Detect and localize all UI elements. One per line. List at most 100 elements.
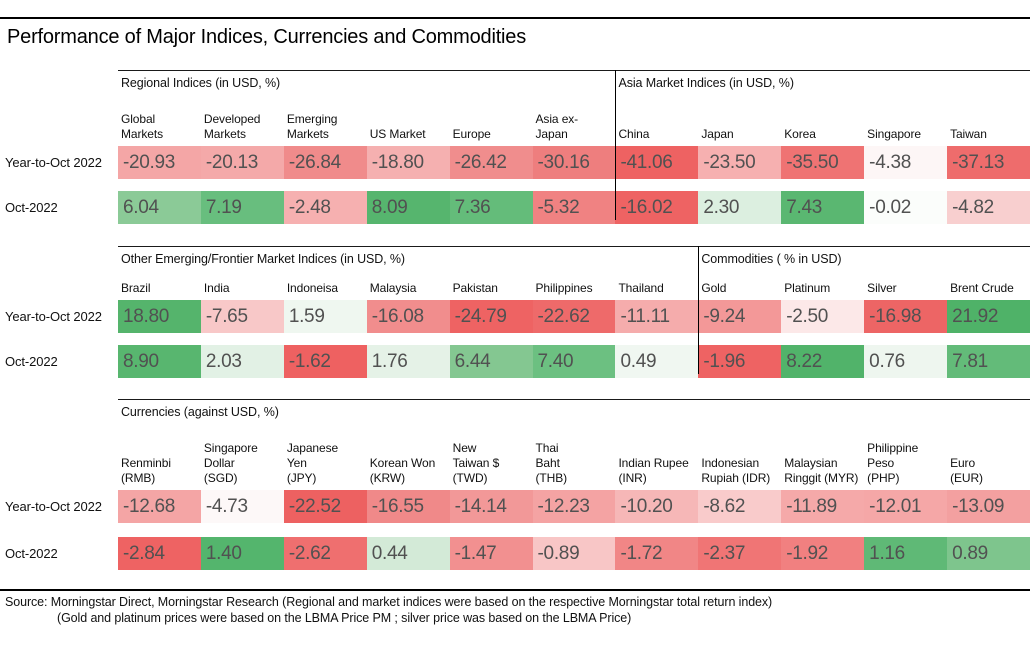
column-header: Developed Markets: [203, 112, 261, 141]
value-cell: -20.13: [200, 146, 284, 179]
value-cell: -2.37: [698, 537, 782, 570]
value-cell: -22.52: [283, 490, 367, 523]
value-cell: -37.13: [947, 146, 1030, 179]
value-cell: -22.62: [532, 300, 616, 333]
table-row: Year-to-Oct 2022 -12.68 -4.73 -22.52 -16…: [0, 490, 1030, 523]
column-header-row: Brazil India Indoneisa Malaysia Pakistan…: [0, 274, 1030, 300]
group-title: Commodities ( % in USD): [698, 246, 1030, 274]
value-cell: -16.02: [615, 191, 699, 224]
table-row: Year-to-Oct 2022 -20.93 -20.13 -26.84 -1…: [0, 146, 1030, 179]
column-header: Malaysian Ringgit (MYR): [784, 456, 859, 485]
value-cell: -13.09: [947, 490, 1030, 523]
column-header: Emerging Markets: [286, 112, 338, 141]
column-header: Korea: [784, 127, 816, 141]
value-cell: -4.73: [200, 490, 284, 523]
column-header: Pakistan: [452, 281, 498, 295]
group-title: Currencies (against USD, %): [118, 399, 1030, 427]
value-cell: 7.81: [947, 345, 1030, 378]
column-header: Brent Crude: [950, 281, 1014, 295]
value-cell: -26.84: [283, 146, 367, 179]
value-cell: 2.03: [200, 345, 284, 378]
value-cell: 7.36: [449, 191, 533, 224]
value-cell: -23.50: [698, 146, 782, 179]
value-cell: -12.68: [118, 490, 201, 523]
value-cell: -1.72: [615, 537, 699, 570]
value-cell: -4.38: [864, 146, 948, 179]
value-cell: 2.30: [698, 191, 782, 224]
value-cell: -1.96: [698, 345, 782, 378]
column-header: New Taiwan $ (TWD): [452, 441, 500, 485]
value-cell: -14.14: [449, 490, 533, 523]
group-title-row: Other Emerging/Frontier Market Indices (…: [0, 246, 1030, 274]
value-cell: -24.79: [449, 300, 533, 333]
value-cell: -1.92: [781, 537, 865, 570]
row-label: Oct-2022: [5, 200, 58, 215]
value-cell: 0.44: [366, 537, 450, 570]
group-title-row: Currencies (against USD, %): [0, 399, 1030, 427]
value-cell: -30.16: [532, 146, 616, 179]
section-divider: [698, 246, 699, 374]
value-cell: -26.42: [449, 146, 533, 179]
footer: Source: Morningstar Direct, Morningstar …: [0, 589, 1030, 626]
group-title-row: Regional Indices (in USD, %) Asia Market…: [0, 70, 1030, 98]
page-title: Performance of Major Indices, Currencies…: [7, 26, 527, 48]
group-title: Other Emerging/Frontier Market Indices (…: [118, 246, 699, 274]
value-cell: -12.01: [864, 490, 948, 523]
top-rule: [0, 17, 1030, 19]
column-header: Korean Won (KRW): [369, 456, 436, 485]
column-header: US Market: [369, 127, 426, 141]
column-header: Malaysia: [369, 281, 417, 295]
value-cell: -16.55: [366, 490, 450, 523]
section-divider: [615, 70, 616, 220]
column-header: Euro (EUR): [950, 456, 983, 485]
source-note: Source: Morningstar Direct, Morningstar …: [5, 595, 773, 609]
value-cell: 6.04: [118, 191, 201, 224]
column-header: Gold: [701, 281, 727, 295]
value-cell: 1.40: [200, 537, 284, 570]
section-frontier-and-commodities: Other Emerging/Frontier Market Indices (…: [0, 246, 1030, 378]
value-cell: -2.84: [118, 537, 201, 570]
value-cell: 7.43: [781, 191, 865, 224]
column-header: Indonesian Rupiah (IDR): [701, 456, 771, 485]
column-header: Thai Baht (THB): [535, 441, 568, 485]
table-row: Year-to-Oct 2022 18.80 -7.65 1.59 -16.08…: [0, 300, 1030, 333]
value-cell: -41.06: [615, 146, 699, 179]
value-cell: 1.59: [283, 300, 367, 333]
column-header: Thailand: [618, 281, 664, 295]
section-currencies: Currencies (against USD, %) Renminbi (RM…: [0, 399, 1030, 570]
value-cell: -10.20: [615, 490, 699, 523]
value-cell: -2.62: [283, 537, 367, 570]
value-cell: -20.93: [118, 146, 201, 179]
row-label: Year-to-Oct 2022: [5, 499, 102, 514]
value-cell: -12.23: [532, 490, 616, 523]
column-header: Renminbi (RMB): [121, 456, 171, 485]
column-header: Philippines: [535, 281, 593, 295]
column-header-row: Renminbi (RMB) Singapore Dollar (SGD) Ja…: [0, 427, 1030, 490]
value-cell: 8.90: [118, 345, 201, 378]
column-header: Philippine Peso (PHP): [867, 441, 919, 485]
value-cell: 0.49: [615, 345, 699, 378]
column-header: Asia ex- Japan: [535, 112, 579, 141]
value-cell: -16.98: [864, 300, 948, 333]
value-cell: -0.89: [532, 537, 616, 570]
source-note: (Gold and platinum prices were based on …: [57, 611, 632, 625]
column-header: Platinum: [784, 281, 831, 295]
value-cell: 7.40: [532, 345, 616, 378]
row-label: Year-to-Oct 2022: [5, 155, 102, 170]
value-cell: 1.16: [864, 537, 948, 570]
value-cell: -18.80: [366, 146, 450, 179]
table-row: Oct-2022 6.04 7.19 -2.48 8.09 7.36 -5.32…: [0, 191, 1030, 224]
value-cell: -5.32: [532, 191, 616, 224]
row-label: Year-to-Oct 2022: [5, 309, 102, 324]
value-cell: -9.24: [698, 300, 782, 333]
value-cell: -0.02: [864, 191, 948, 224]
column-header: Indian Rupee (INR): [618, 456, 689, 485]
column-header: Brazil: [121, 281, 151, 295]
column-header: Japan: [701, 127, 734, 141]
column-header: Taiwan: [950, 127, 987, 141]
column-header: India: [203, 281, 230, 295]
column-header: Europe: [452, 127, 491, 141]
value-cell: 0.89: [947, 537, 1030, 570]
column-header-row: Global Markets Developed Markets Emergin…: [0, 98, 1030, 146]
section-regional-and-asia-indices: Regional Indices (in USD, %) Asia Market…: [0, 70, 1030, 224]
